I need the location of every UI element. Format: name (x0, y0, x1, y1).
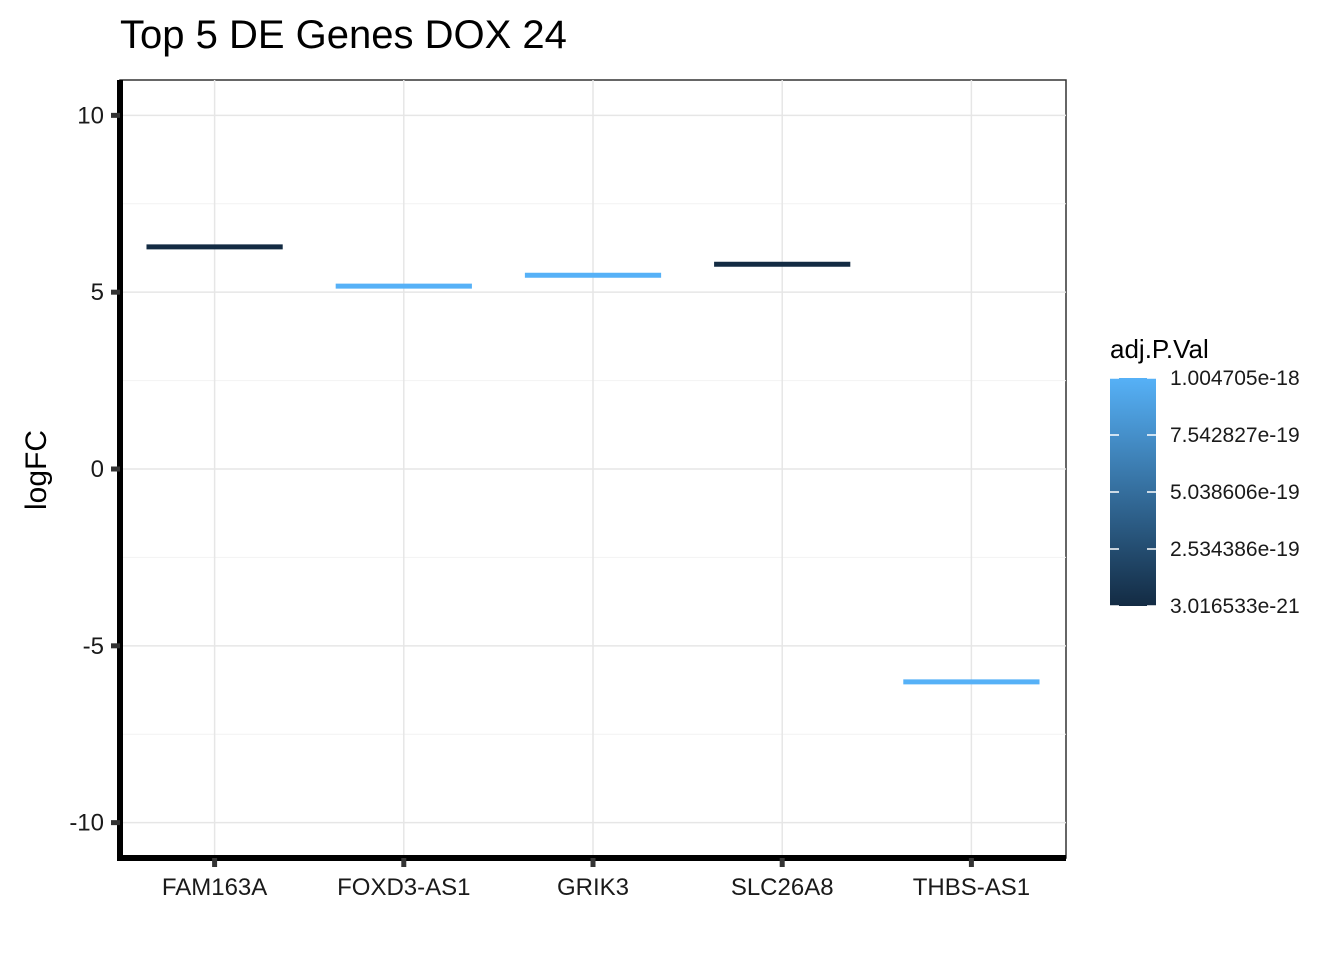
y-tick-label: 0 (91, 456, 104, 483)
y-tick-label: 10 (77, 102, 104, 129)
x-tick-label: THBS-AS1 (913, 874, 1030, 901)
data-marks (146, 244, 1040, 685)
legend-label: 1.004705e-18 (1170, 367, 1300, 390)
x-tick-label: FOXD3-AS1 (337, 874, 470, 901)
legend-label: 2.534386e-19 (1170, 538, 1300, 561)
legend-label: 3.016533e-21 (1170, 595, 1300, 618)
x-tick-label: FAM163A (162, 874, 267, 901)
grid (120, 80, 1066, 858)
y-tick-label: 5 (91, 279, 104, 306)
y-axis-title: logFC (20, 430, 53, 510)
y-tick-label: -10 (69, 810, 104, 837)
y-tick-label: -5 (83, 633, 104, 660)
y-axis: -10 -5 0 5 10 (69, 102, 120, 837)
legend: adj.P.Val 3.016533e-21 2.534386e-19 5.0386… (1110, 334, 1300, 618)
x-axis: FAM163A FOXD3-AS1 GRIK3 SLC26A8 THBS-AS1 (162, 858, 1030, 901)
x-tick-label: GRIK3 (557, 874, 629, 901)
legend-label: 5.038606e-19 (1170, 481, 1300, 504)
legend-label: 7.542827e-19 (1170, 424, 1300, 447)
legend-ticks: 3.016533e-21 2.534386e-19 5.038606e-19 7.54… (1110, 367, 1300, 618)
x-tick-label: SLC26A8 (731, 874, 834, 901)
legend-title: adj.P.Val (1110, 334, 1209, 364)
chart-title: Top 5 DE Genes DOX 24 (120, 13, 567, 57)
plot-panel (117, 79, 1067, 861)
